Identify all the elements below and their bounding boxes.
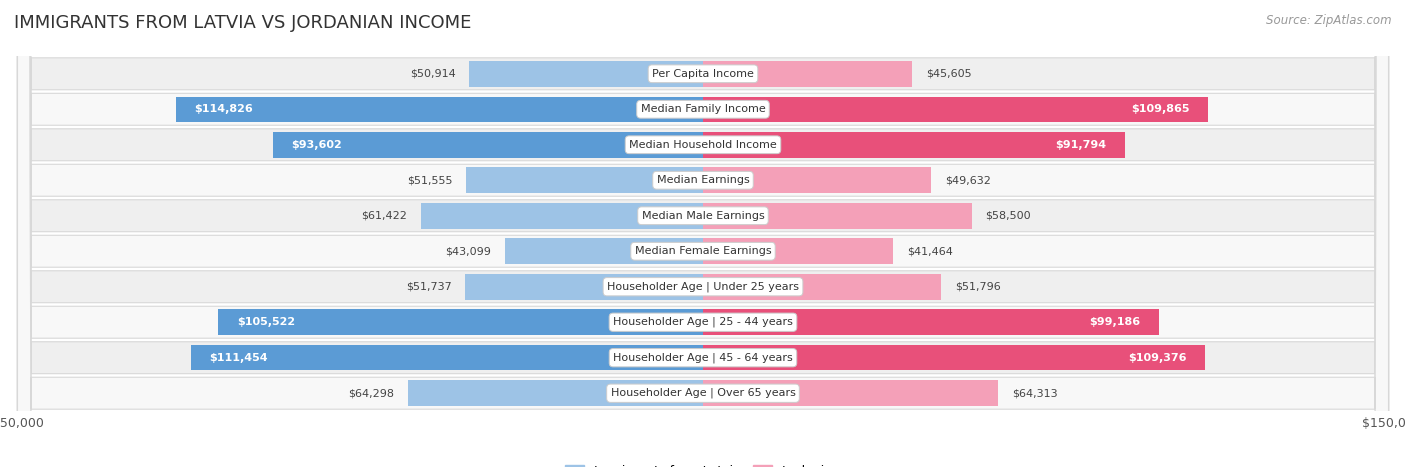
Bar xyxy=(703,381,998,406)
Bar xyxy=(467,168,703,193)
Text: $51,737: $51,737 xyxy=(406,282,451,292)
Text: $41,464: $41,464 xyxy=(907,246,953,256)
Bar xyxy=(703,203,972,228)
Text: $111,454: $111,454 xyxy=(209,353,269,363)
Text: $93,602: $93,602 xyxy=(291,140,342,150)
Text: Median Male Earnings: Median Male Earnings xyxy=(641,211,765,221)
FancyBboxPatch shape xyxy=(17,0,1389,467)
Bar xyxy=(703,97,1208,122)
Text: $51,796: $51,796 xyxy=(955,282,1001,292)
Bar xyxy=(176,97,703,122)
FancyBboxPatch shape xyxy=(17,0,1389,467)
Bar xyxy=(703,132,1125,157)
FancyBboxPatch shape xyxy=(17,0,1389,467)
Bar xyxy=(420,203,703,228)
Text: Median Female Earnings: Median Female Earnings xyxy=(634,246,772,256)
Bar xyxy=(703,239,893,264)
Bar xyxy=(703,310,1159,335)
Text: $64,313: $64,313 xyxy=(1012,388,1057,398)
FancyBboxPatch shape xyxy=(17,0,1389,467)
Text: Source: ZipAtlas.com: Source: ZipAtlas.com xyxy=(1267,14,1392,27)
FancyBboxPatch shape xyxy=(17,0,1389,467)
Bar xyxy=(703,61,912,86)
Bar xyxy=(408,381,703,406)
Bar xyxy=(218,310,703,335)
Bar xyxy=(703,274,941,299)
Text: $49,632: $49,632 xyxy=(945,175,991,185)
Bar xyxy=(505,239,703,264)
Legend: Immigrants from Latvia, Jordanian: Immigrants from Latvia, Jordanian xyxy=(560,460,846,467)
FancyBboxPatch shape xyxy=(17,0,1389,467)
Text: Median Family Income: Median Family Income xyxy=(641,104,765,114)
Bar xyxy=(191,345,703,370)
Text: $109,376: $109,376 xyxy=(1129,353,1187,363)
Text: $45,605: $45,605 xyxy=(927,69,972,79)
FancyBboxPatch shape xyxy=(17,0,1389,467)
FancyBboxPatch shape xyxy=(17,0,1389,467)
Text: $61,422: $61,422 xyxy=(361,211,408,221)
Text: $114,826: $114,826 xyxy=(194,104,253,114)
Text: Median Household Income: Median Household Income xyxy=(628,140,778,150)
Text: $109,865: $109,865 xyxy=(1130,104,1189,114)
Bar xyxy=(703,345,1205,370)
FancyBboxPatch shape xyxy=(17,0,1389,467)
Text: $99,186: $99,186 xyxy=(1090,317,1140,327)
Text: Householder Age | Under 25 years: Householder Age | Under 25 years xyxy=(607,282,799,292)
Text: Per Capita Income: Per Capita Income xyxy=(652,69,754,79)
Bar xyxy=(273,132,703,157)
Bar xyxy=(470,61,703,86)
Text: IMMIGRANTS FROM LATVIA VS JORDANIAN INCOME: IMMIGRANTS FROM LATVIA VS JORDANIAN INCO… xyxy=(14,14,471,32)
Text: $105,522: $105,522 xyxy=(236,317,295,327)
FancyBboxPatch shape xyxy=(17,0,1389,467)
Text: $64,298: $64,298 xyxy=(347,388,394,398)
Text: Householder Age | 25 - 44 years: Householder Age | 25 - 44 years xyxy=(613,317,793,327)
Bar xyxy=(703,168,931,193)
Text: Householder Age | Over 65 years: Householder Age | Over 65 years xyxy=(610,388,796,398)
Text: $51,555: $51,555 xyxy=(406,175,453,185)
Text: Median Earnings: Median Earnings xyxy=(657,175,749,185)
Text: $43,099: $43,099 xyxy=(446,246,491,256)
Bar xyxy=(465,274,703,299)
Text: $91,794: $91,794 xyxy=(1054,140,1107,150)
Text: $50,914: $50,914 xyxy=(409,69,456,79)
Text: Householder Age | 45 - 64 years: Householder Age | 45 - 64 years xyxy=(613,353,793,363)
Text: $58,500: $58,500 xyxy=(986,211,1031,221)
